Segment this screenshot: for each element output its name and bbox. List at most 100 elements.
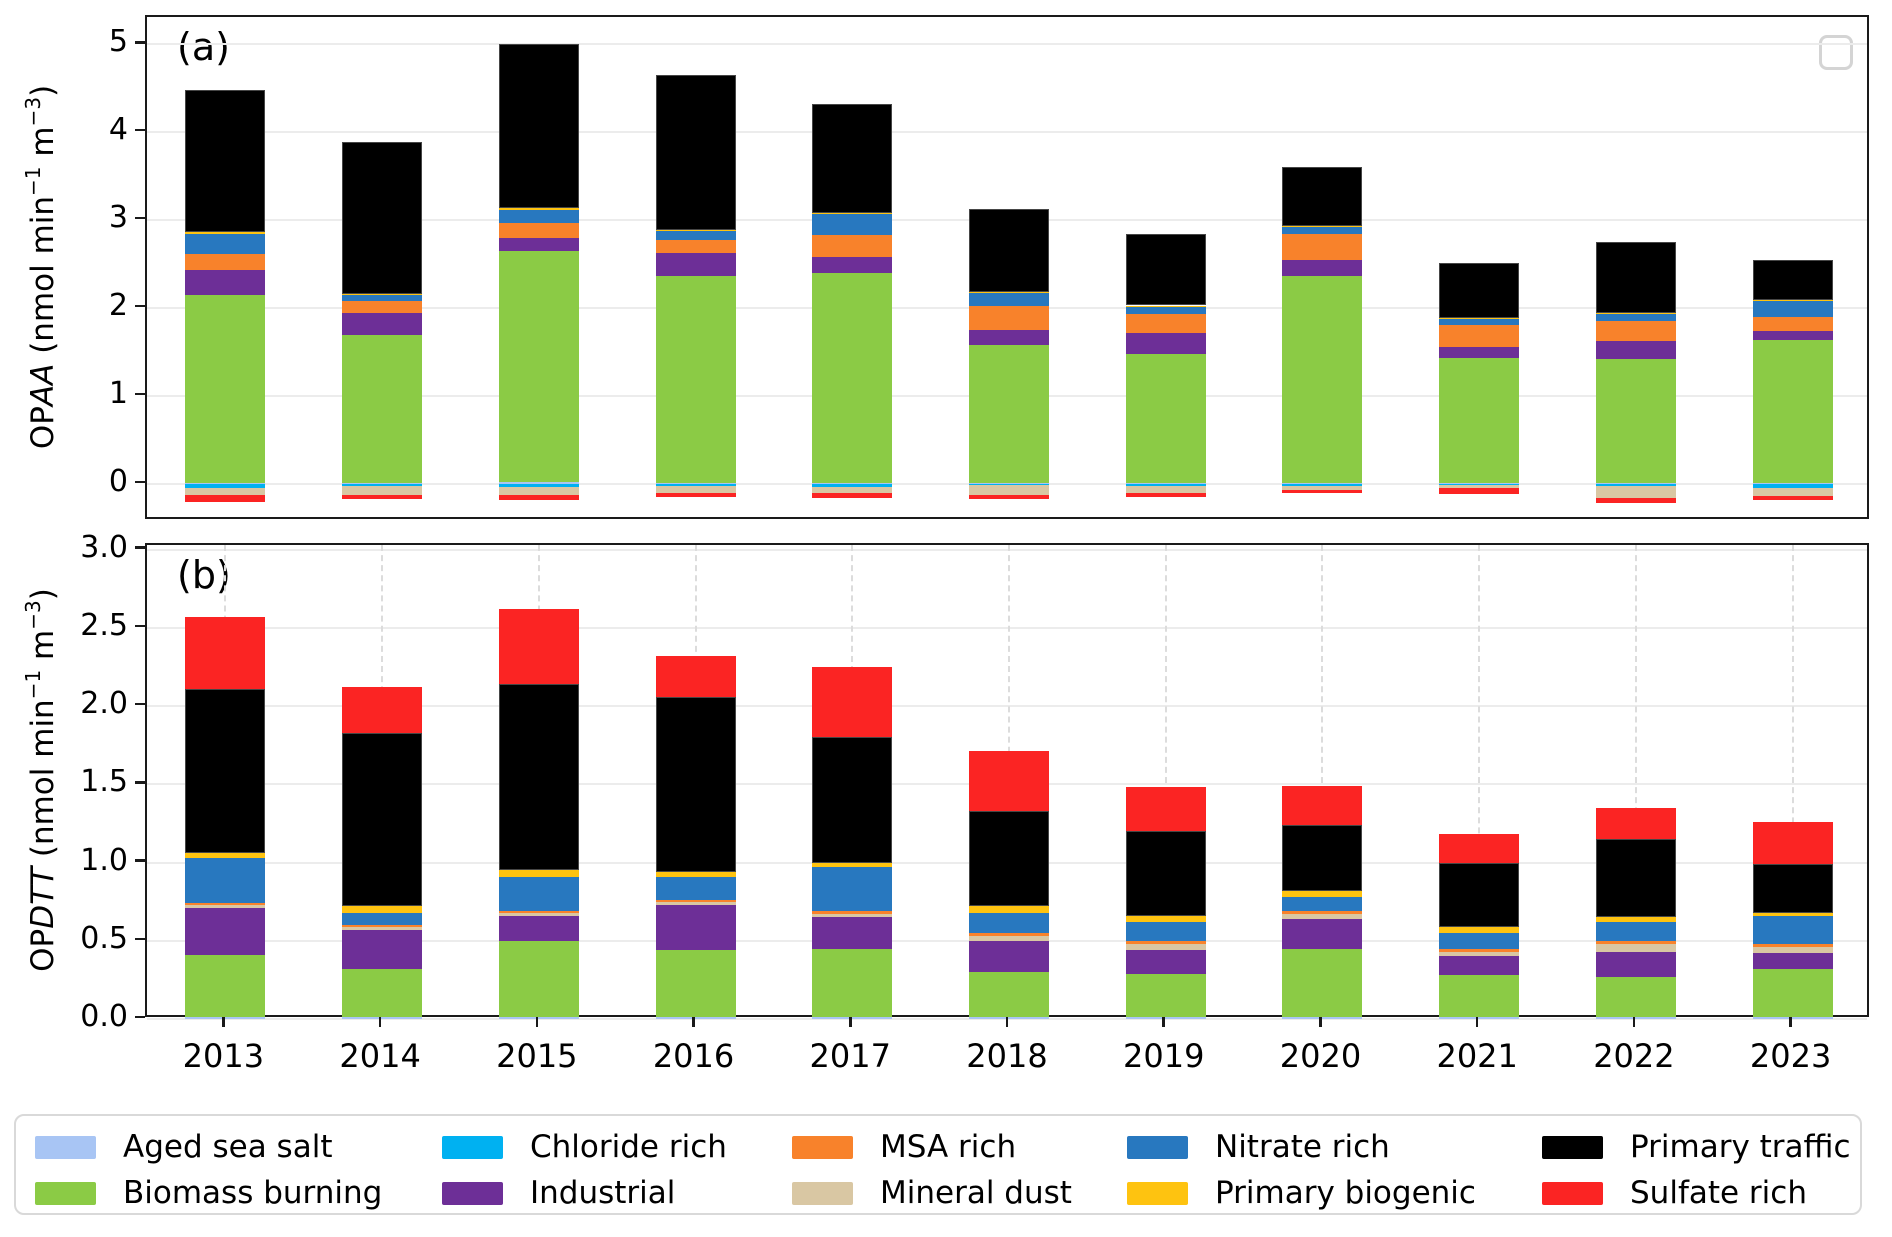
y-tick-mark (135, 1015, 145, 1019)
y-tick-mark (135, 216, 145, 220)
x-tick-label-2015: 2015 (496, 1037, 578, 1075)
bar-segment-2016-aged-sea-salt (655, 1017, 736, 1019)
bar-segment-2020-chloride-rich (1282, 484, 1363, 486)
legend-swatch-sulfate-rich (1542, 1181, 1603, 1205)
bar-segment-2023-mineral-dust (1752, 947, 1833, 954)
bar-segment-2015-nitrate-rich (498, 209, 579, 223)
legend-label-biomass-burning: Biomass burning (123, 1175, 383, 1211)
bar-segment-2022-biomass-burning (1595, 976, 1676, 1018)
gridline-v (1634, 545, 1637, 1015)
bar-segment-2018-nitrate-rich (969, 912, 1049, 933)
bar-segment-2014-primary-biogenic (342, 906, 423, 913)
gridline-v (1478, 545, 1481, 1015)
bar-segment-2013-aged-sea-salt (185, 483, 266, 485)
bar-segment-2013-primary-traffic (185, 688, 266, 854)
y-tick-label: 0 (108, 464, 128, 500)
legend-label-primary-traffic: Primary traffic (1630, 1129, 1851, 1165)
bar-segment-2014-industrial (342, 313, 423, 335)
bar-segment-2022-msa-rich (1595, 940, 1676, 944)
bar-segment-2013-primary-biogenic (185, 853, 266, 858)
bar-segment-2021-primary-traffic (1439, 862, 1520, 927)
bar-segment-2020-nitrate-rich (1282, 227, 1363, 235)
bar-segment-2022-primary-traffic (1595, 839, 1676, 918)
bar-segment-2017-biomass-burning (812, 272, 893, 484)
gridline-h (147, 548, 1867, 551)
bar-segment-2021-biomass-burning (1439, 358, 1520, 484)
bar-segment-2016-industrial (655, 904, 736, 951)
y-tick-label: 3.0 (80, 529, 128, 565)
bar-segment-2017-msa-rich (812, 235, 893, 258)
bar-segment-2015-primary-biogenic (498, 870, 579, 877)
bar-segment-2016-primary-traffic (655, 696, 736, 872)
legend-label-msa-rich: MSA rich (880, 1129, 1017, 1165)
legend-item-mineral-dust: Mineral dust (792, 1175, 1127, 1211)
y-tick-label: 1.0 (80, 842, 128, 878)
bar-segment-2014-biomass-burning (342, 968, 423, 1018)
x-tick-mark (535, 1017, 539, 1027)
bar-segment-2015-primary-traffic (498, 44, 579, 208)
y-tick-label: 0.5 (80, 920, 128, 956)
bar-segment-2013-industrial (185, 907, 266, 955)
bar-segment-2017-primary-traffic (812, 104, 893, 214)
bar-segment-2014-primary-traffic (342, 141, 423, 295)
bar-segment-2013-mineral-dust (185, 487, 266, 496)
x-tick-mark (1005, 1017, 1009, 1027)
bar-segment-2017-primary-biogenic (812, 213, 893, 215)
x-tick-label-2013: 2013 (182, 1037, 265, 1075)
bar-segment-2013-msa-rich (185, 903, 266, 905)
bar-segment-2018-msa-rich (969, 305, 1049, 331)
bar-segment-2013-primary-traffic (185, 90, 266, 233)
bar-segment-2023-nitrate-rich (1752, 301, 1833, 317)
bar-segment-2020-sulfate-rich (1282, 490, 1363, 493)
bar-segment-2017-primary-biogenic (812, 862, 893, 868)
legend-swatch-aged-sea-salt (35, 1135, 96, 1159)
bar-segment-2017-biomass-burning (812, 948, 893, 1018)
x-tick-mark (1162, 1017, 1165, 1027)
y-tick-mark (135, 392, 145, 396)
gridline-v (1321, 545, 1324, 1015)
bar-segment-2023-primary-biogenic (1752, 300, 1833, 302)
bar-segment-2020-primary-biogenic (1282, 226, 1363, 228)
bar-segment-2018-industrial (969, 940, 1049, 973)
y-tick-label: 0.0 (80, 999, 128, 1034)
bar-segment-2021-industrial (1439, 956, 1520, 976)
bar-segment-2020-msa-rich (1282, 234, 1363, 260)
bar-segment-2017-chloride-rich (812, 484, 893, 487)
bar-segment-2021-primary-biogenic (1439, 926, 1520, 933)
bar-segment-2015-sulfate-rich (498, 494, 579, 500)
bar-segment-2019-mineral-dust (1125, 943, 1206, 951)
bar-segment-2018-biomass-burning (969, 345, 1049, 484)
bar-segment-2013-chloride-rich (185, 484, 266, 488)
bar-segment-2017-msa-rich (812, 911, 893, 915)
bar-segment-2015-primary-biogenic (498, 207, 579, 210)
y-tick-mark (135, 546, 145, 549)
bar-segment-2019-chloride-rich (1125, 484, 1206, 486)
gridline-h (147, 705, 1867, 708)
bar-segment-2016-primary-traffic (655, 75, 736, 230)
bar-segment-2023-primary-traffic (1752, 864, 1833, 913)
x-tick-label-2019: 2019 (1123, 1037, 1205, 1075)
bar-segment-2019-msa-rich (1125, 940, 1206, 944)
bar-segment-2015-nitrate-rich (498, 876, 579, 912)
bar-segment-2016-primary-biogenic (655, 229, 736, 231)
panel-b-plot: (b) (145, 543, 1869, 1020)
legend-item-nitrate-rich: Nitrate rich (1127, 1129, 1542, 1165)
bar-segment-2016-mineral-dust (655, 485, 736, 493)
bar-segment-2017-aged-sea-salt (812, 483, 893, 485)
legend-label-sulfate-rich: Sulfate rich (1630, 1175, 1807, 1211)
y-tick-mark (135, 859, 145, 862)
bar-segment-2021-nitrate-rich (1439, 318, 1520, 325)
bar-segment-2020-mineral-dust (1282, 914, 1363, 919)
bar-segment-2020-biomass-burning (1282, 276, 1363, 484)
x-tick-mark (1789, 1017, 1792, 1027)
bar-segment-2013-biomass-burning (185, 954, 266, 1018)
legend-swatch-msa-rich (792, 1135, 853, 1159)
x-tick-mark (849, 1017, 852, 1027)
bar-segment-2018-primary-traffic (969, 810, 1049, 907)
bar-segment-2018-sulfate-rich (969, 495, 1049, 499)
y-tick-label: 2 (108, 288, 128, 324)
bar-segment-2023-primary-biogenic (1752, 912, 1833, 916)
gridline-h (147, 43, 1867, 46)
panel-a-plot: (a) (145, 15, 1869, 519)
